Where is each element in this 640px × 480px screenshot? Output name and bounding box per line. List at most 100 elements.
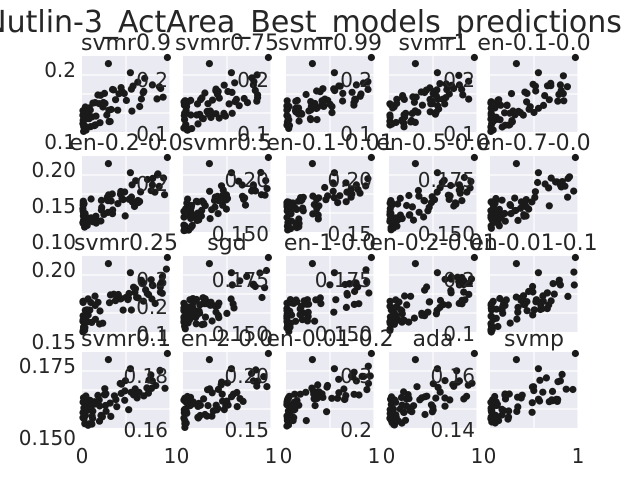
- scatter-point: [302, 90, 310, 99]
- y-tick-label-right: 0.1: [340, 122, 372, 146]
- scatter-point: [547, 297, 555, 305]
- scatter-point: [400, 408, 408, 416]
- scatter-point: [362, 266, 370, 274]
- scatter-point: [263, 383, 271, 391]
- scatter-point: [188, 201, 196, 210]
- scatter-point: [222, 402, 230, 410]
- scatter-point: [564, 174, 572, 182]
- scatter-point: [208, 206, 216, 214]
- subplot-title: svmr0.99: [278, 31, 382, 56]
- subplot-title: en-2-0.0: [181, 327, 273, 352]
- scatter-point: [560, 97, 568, 105]
- scatter-point: [313, 87, 321, 95]
- scatter-point: [494, 322, 502, 331]
- subplot-title: svmr1: [399, 31, 468, 56]
- scatter-point: [398, 401, 406, 409]
- scatter-point: [459, 91, 467, 99]
- scatter-point: [148, 377, 156, 385]
- scatter-point: [222, 191, 231, 199]
- scatter-point: [470, 153, 478, 162]
- scatter-point: [283, 422, 291, 430]
- scatter-point: [415, 192, 423, 200]
- y-tick-label-right: 0.1: [443, 122, 475, 146]
- scatter-point: [155, 83, 163, 91]
- scatter-point: [135, 388, 143, 396]
- scatter-point: [248, 187, 256, 195]
- scatter-point: [487, 407, 496, 415]
- scatter-point: [499, 309, 507, 317]
- scatter-point: [571, 53, 580, 62]
- x-tick-label: 1: [164, 444, 177, 468]
- scatter-point: [487, 207, 495, 215]
- scatter-point: [550, 290, 558, 298]
- scatter-point: [521, 88, 529, 96]
- y-tick-label-right: 0.2: [340, 68, 372, 92]
- subplot-title: en-0.01-0.1: [470, 231, 597, 256]
- scatter-point: [181, 325, 189, 333]
- scatter-point: [105, 191, 113, 199]
- y-tick-label-right: 0.150: [212, 222, 269, 246]
- scatter-point: [458, 296, 466, 304]
- scatter-point: [298, 196, 306, 204]
- scatter-point: [352, 181, 360, 189]
- scatter-point: [362, 182, 370, 190]
- scatter-point: [151, 299, 159, 308]
- scatter-point: [427, 199, 435, 207]
- scatter-point: [470, 253, 478, 262]
- scatter-point: [536, 376, 544, 384]
- scatter-point: [296, 311, 304, 319]
- subplot-12: 0.175 0.150 sgd: [180, 231, 272, 346]
- scatter-point: [136, 102, 144, 111]
- scatter-point: [433, 69, 441, 77]
- scatter-point: [397, 393, 406, 402]
- scatter-point: [335, 389, 343, 397]
- scatter-point: [251, 86, 259, 94]
- subplot-title: en-0.2-0.01: [369, 231, 496, 256]
- scatter-point: [367, 253, 375, 262]
- scatter-point: [79, 408, 87, 417]
- scatter-point: [128, 181, 136, 189]
- scatter-point: [207, 298, 215, 306]
- scatter-point: [364, 379, 373, 388]
- scatter-point: [208, 317, 216, 325]
- scatter-point: [497, 101, 505, 109]
- y-tick-label-right: 0.1: [237, 122, 269, 146]
- scatter-point: [522, 203, 531, 211]
- scatter-point: [534, 169, 543, 177]
- scatter-point: [214, 210, 222, 218]
- subplot-title: en-0.7-0.0: [477, 131, 590, 156]
- scatter-point: [339, 97, 347, 105]
- scatter-point: [412, 93, 420, 101]
- scatter-point: [196, 309, 204, 317]
- scatter-point: [91, 99, 99, 107]
- scatter-point: [559, 72, 568, 80]
- scatter-point: [181, 121, 190, 130]
- subplot-title: svmp: [504, 327, 564, 352]
- scatter-point: [283, 412, 291, 420]
- scatter-point: [570, 268, 578, 276]
- scatter-point: [218, 390, 226, 398]
- scatter-point: [556, 181, 565, 189]
- scatter-point: [163, 253, 171, 262]
- scatter-point: [556, 81, 565, 89]
- scatter-point: [525, 287, 533, 296]
- scatter-point: [283, 97, 291, 105]
- y-tick-label: 0.10: [31, 230, 76, 254]
- subplot-1: 0.2 0.1 0.2 0.1 svmr0.9: [44, 31, 171, 154]
- scatter-point: [188, 211, 196, 219]
- scatter-point: [405, 211, 413, 219]
- scatter-point: [232, 95, 240, 103]
- scatter-point: [487, 301, 495, 309]
- scatter-point: [252, 366, 260, 374]
- scatter-point: [249, 181, 257, 189]
- scatter-point: [388, 201, 396, 209]
- scatter-point: [79, 323, 88, 331]
- scatter-point: [180, 101, 188, 109]
- scatter-point: [192, 320, 200, 328]
- scatter-point: [487, 326, 495, 334]
- scatter-point: [109, 206, 117, 214]
- scatter-point: [452, 200, 460, 208]
- scatter-point: [424, 207, 432, 215]
- scatter-point: [314, 211, 322, 219]
